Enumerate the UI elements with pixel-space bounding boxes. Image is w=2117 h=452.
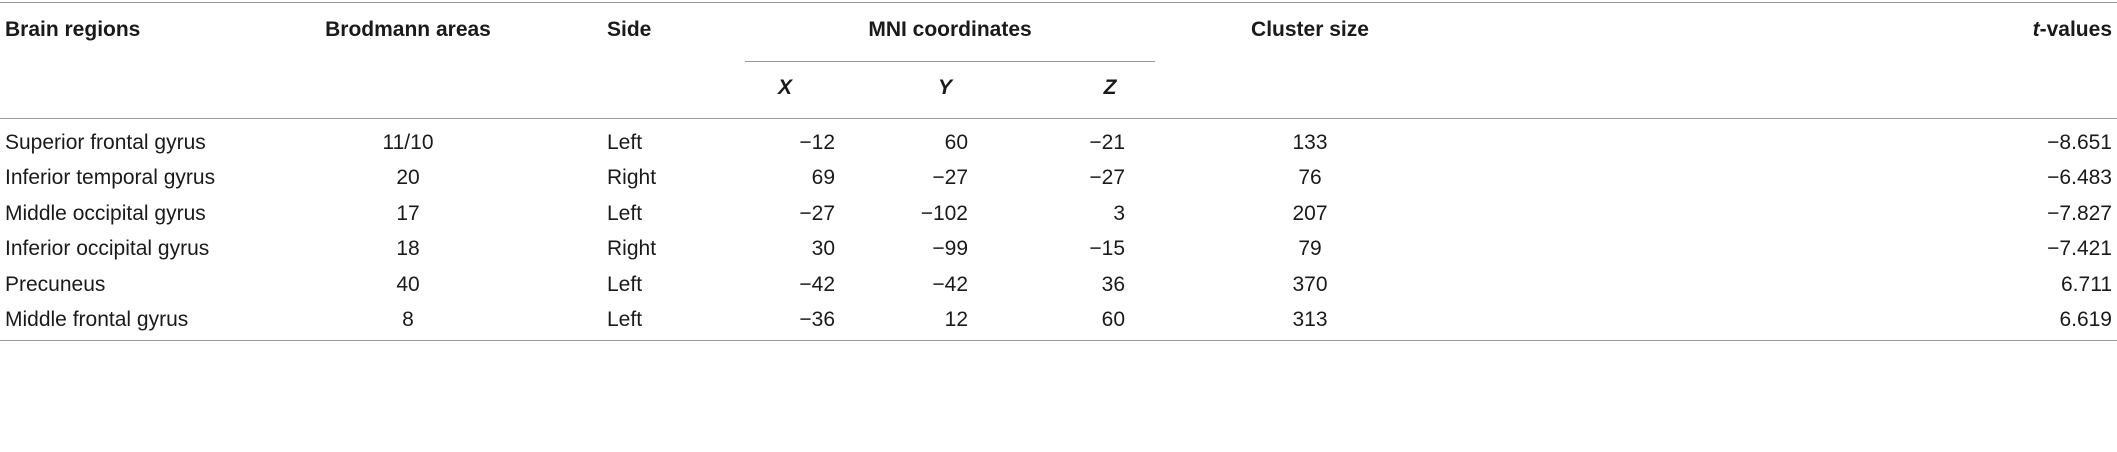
header-rest: -values [2039,18,2112,41]
table-cell: 133 [1292,131,1328,154]
table-cell: 12 [944,308,968,331]
table-cell: 60 [1101,308,1125,331]
table-cell: Superior frontal gyrus [5,131,206,154]
table-cell: 6.711 [2061,272,2112,296]
table-cell: −27 [799,201,835,225]
table-cell: −42 [799,272,835,296]
table-cell: 6.619 [2059,308,2112,331]
table-cell: 11/10 [382,131,434,154]
table-cell: Left [607,201,643,225]
table-cell: Inferior temporal gyrus [5,166,216,190]
table-cell: Inferior occipital gyrus [5,237,210,261]
table-cell: −21 [1089,131,1125,154]
table-cell: 17 [396,201,420,225]
table-cell: −8.651 [2047,131,2112,154]
table-cell: −15 [1089,237,1125,261]
table-cell: Precuneus [5,272,106,296]
table-cell: 370 [1292,272,1328,296]
table-cell: Left [607,272,643,296]
mni-rule [745,61,1155,62]
table-cell: −6.483 [2047,166,2112,190]
subheader-cell: Z [1103,76,1117,99]
table-cell: Left [607,131,643,154]
table-cell: Right [607,237,657,261]
header-cell: MNI coordinates [868,18,1032,41]
header-cell: Brodmann areas [325,18,491,41]
header-cell: t-values [2033,18,2112,42]
header-cell: Cluster size [1251,18,1369,41]
table-cell: −27 [932,166,968,190]
table-cell: 20 [396,166,420,190]
table-cell: 18 [396,237,420,261]
subheader-cell: X [777,76,793,99]
table-cell: −12 [799,131,835,154]
bottom-rule [0,340,2117,341]
table-cell: −7.421 [2047,237,2112,261]
header-italic: t [2032,18,2040,41]
table-cell: 36 [1101,272,1125,296]
subheader-cell: Y [937,76,953,99]
table-cell: 79 [1298,237,1322,261]
table-cell: 30 [811,237,835,261]
table-cell: −99 [932,237,968,261]
table-cell: Middle frontal gyrus [5,308,189,331]
header-cell: Side [607,18,652,41]
table-cell: Left [607,308,643,331]
table-cell: −27 [1089,166,1125,190]
header-rule [0,118,2117,119]
table-cell: −42 [932,272,968,296]
table-cell: Right [607,166,657,190]
table-cell: 69 [811,166,835,190]
table-cell: 76 [1298,166,1322,190]
header-cell: Brain regions [5,18,141,41]
table-cell: −36 [799,308,835,331]
table-cell: 40 [396,272,420,296]
table-cell: 60 [944,131,968,154]
table-cell: 8 [402,308,414,331]
top-rule [0,2,2117,3]
table-cell: −102 [920,201,968,225]
table-cell: 3 [1113,201,1125,225]
table-cell: Middle occipital gyrus [5,201,206,225]
table-cell: −7.827 [2047,201,2112,225]
table-cell: 313 [1292,308,1328,331]
table-cell: 207 [1292,201,1328,225]
